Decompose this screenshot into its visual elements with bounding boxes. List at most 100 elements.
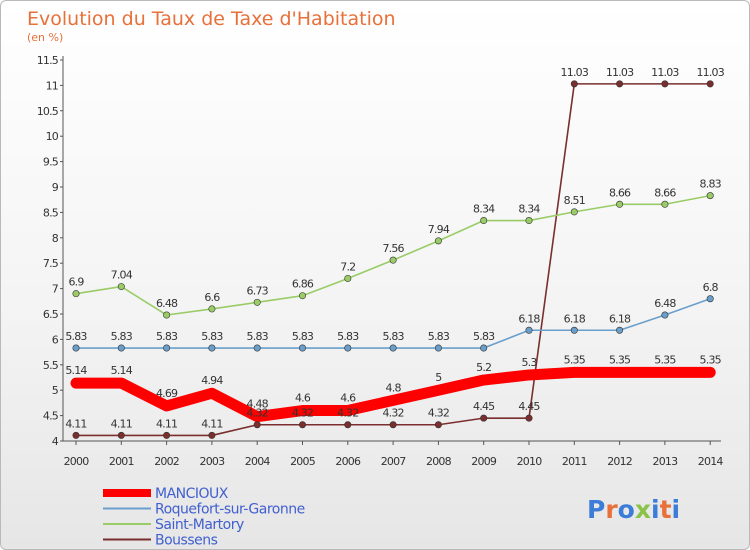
y-tick-label: 11.5 bbox=[37, 54, 59, 67]
data-label: 4.45 bbox=[473, 400, 495, 413]
data-point bbox=[344, 274, 352, 282]
data-label: 5.14 bbox=[65, 364, 87, 377]
y-tick-label: 10.5 bbox=[37, 105, 59, 118]
data-point bbox=[480, 344, 488, 352]
data-label: 4.6 bbox=[340, 392, 356, 405]
y-tick-label: 10 bbox=[46, 130, 59, 143]
data-point bbox=[525, 414, 533, 422]
data-point bbox=[253, 421, 261, 429]
data-point bbox=[706, 295, 714, 303]
x-tick-label: 2003 bbox=[200, 455, 226, 468]
data-label: 5.83 bbox=[247, 330, 269, 343]
x-tick-label: 2008 bbox=[426, 455, 452, 468]
data-point bbox=[72, 431, 80, 439]
data-label: 5.83 bbox=[111, 330, 133, 343]
data-point bbox=[661, 311, 669, 319]
data-label: 5.3 bbox=[521, 356, 537, 369]
data-label: 11.03 bbox=[651, 66, 679, 79]
y-tick-label: 7.5 bbox=[43, 257, 59, 270]
x-tick-label: 2013 bbox=[653, 455, 679, 468]
y-tick-label: 6.5 bbox=[43, 308, 59, 321]
data-label: 6.9 bbox=[68, 276, 84, 289]
data-point bbox=[480, 414, 488, 422]
data-label: 4.11 bbox=[201, 417, 222, 430]
legend-label: Saint-Martory bbox=[155, 517, 244, 533]
data-point bbox=[163, 344, 171, 352]
data-label: 7.2 bbox=[340, 260, 355, 273]
brand-logo: Proxiti bbox=[587, 495, 680, 524]
x-tick-label: 2006 bbox=[335, 455, 361, 468]
data-label: 6.48 bbox=[654, 297, 676, 310]
data-label: 5.83 bbox=[337, 330, 359, 343]
data-point bbox=[661, 200, 669, 208]
x-tick-label: 2001 bbox=[109, 455, 134, 468]
data-point bbox=[163, 311, 171, 319]
data-label: 11.03 bbox=[561, 66, 589, 79]
chart-unit: (en %) bbox=[27, 31, 64, 44]
data-label: 6.18 bbox=[518, 312, 540, 325]
y-tick-label: 8 bbox=[52, 232, 59, 245]
data-point bbox=[570, 326, 578, 334]
x-tick-label: 2004 bbox=[245, 455, 271, 468]
data-label: 8.34 bbox=[518, 203, 540, 216]
data-point bbox=[616, 80, 624, 88]
data-point bbox=[525, 326, 533, 334]
data-label: 5.35 bbox=[564, 353, 586, 366]
y-tick-label: 8.5 bbox=[43, 206, 59, 219]
data-label: 4.11 bbox=[111, 417, 132, 430]
data-label: 11.03 bbox=[696, 66, 724, 79]
legend-label: Roquefort-sur-Garonne bbox=[155, 502, 305, 518]
data-point bbox=[434, 344, 442, 352]
data-label: 4.94 bbox=[201, 374, 223, 387]
data-label: 8.51 bbox=[564, 194, 585, 207]
data-label: 8.34 bbox=[473, 203, 495, 216]
data-label: 5.83 bbox=[428, 330, 450, 343]
data-label: 4.32 bbox=[382, 407, 403, 420]
data-point bbox=[434, 421, 442, 429]
data-point bbox=[298, 344, 306, 352]
data-point bbox=[208, 431, 216, 439]
data-label: 5.83 bbox=[65, 330, 87, 343]
y-tick-label: 5.5 bbox=[43, 359, 59, 372]
data-label: 7.94 bbox=[428, 223, 450, 236]
data-label: 5 bbox=[435, 371, 442, 384]
data-label: 4.6 bbox=[295, 392, 311, 405]
x-tick-label: 2005 bbox=[290, 455, 316, 468]
data-point bbox=[616, 200, 624, 208]
data-label: 5.35 bbox=[654, 353, 676, 366]
x-tick-label: 2007 bbox=[381, 455, 407, 468]
data-point bbox=[117, 283, 125, 291]
y-tick-label: 4.5 bbox=[43, 410, 59, 423]
x-tick-label: 2000 bbox=[64, 455, 90, 468]
data-label: 6.8 bbox=[703, 281, 719, 294]
data-label: 4.32 bbox=[247, 407, 268, 420]
data-label: 8.83 bbox=[700, 178, 722, 191]
data-label: 5.35 bbox=[609, 353, 631, 366]
data-label: 4.48 bbox=[247, 398, 269, 411]
data-point bbox=[570, 80, 578, 88]
y-tick-label: 6 bbox=[52, 333, 59, 346]
x-tick-label: 2010 bbox=[517, 455, 543, 468]
data-label: 6.73 bbox=[247, 284, 269, 297]
data-label: 6.86 bbox=[292, 278, 314, 291]
data-point bbox=[661, 80, 669, 88]
data-label: 7.04 bbox=[111, 269, 133, 282]
data-label: 4.32 bbox=[292, 407, 313, 420]
data-label: 5.83 bbox=[473, 330, 495, 343]
data-label: 4.69 bbox=[156, 387, 178, 400]
series-line-mancioux bbox=[70, 366, 716, 423]
data-point bbox=[389, 256, 397, 264]
data-point bbox=[706, 80, 714, 88]
data-label: 5.35 bbox=[700, 353, 722, 366]
data-point bbox=[298, 292, 306, 300]
data-label: 6.18 bbox=[609, 312, 631, 325]
legend-label: MANCIOUX bbox=[155, 486, 229, 502]
data-point bbox=[298, 421, 306, 429]
y-tick-label: 4 bbox=[52, 435, 59, 448]
data-point bbox=[163, 431, 171, 439]
data-point bbox=[344, 344, 352, 352]
data-point bbox=[434, 237, 442, 245]
x-tick-label: 2011 bbox=[562, 455, 587, 468]
